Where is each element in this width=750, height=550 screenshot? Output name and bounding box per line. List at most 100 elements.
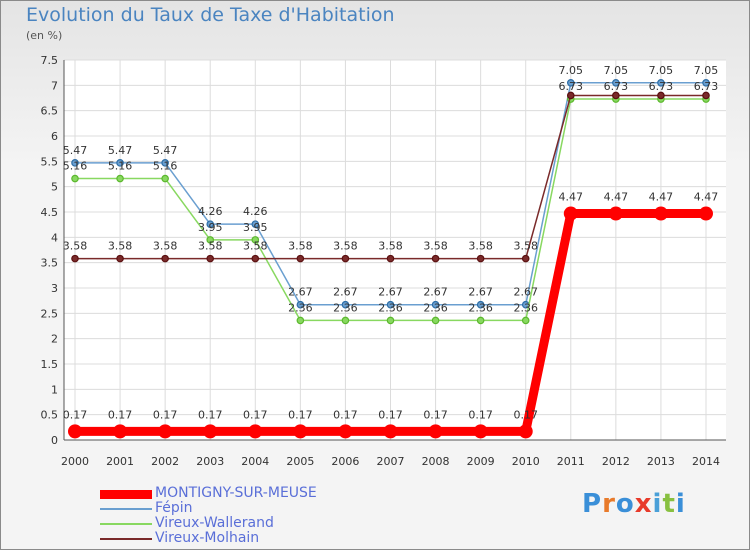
data-label: 3.58: [63, 240, 88, 253]
series-marker: [702, 79, 710, 87]
data-label: 2.36: [378, 301, 403, 314]
series-marker: [341, 254, 350, 263]
data-label: 4.47: [559, 191, 584, 204]
data-label: 0.17: [468, 408, 493, 421]
y-tick-label: 3: [51, 282, 58, 295]
series-marker: [161, 254, 169, 263]
series-marker: [566, 91, 575, 100]
data-label: 0.17: [63, 408, 88, 421]
y-tick-label: 2: [51, 333, 58, 346]
series-marker: [612, 79, 620, 87]
series-marker: [657, 91, 665, 100]
y-tick-label: 3.5: [41, 257, 59, 270]
x-tick-label: 2009: [467, 455, 495, 468]
data-label: 2.67: [513, 286, 538, 299]
data-label: 3.58: [108, 240, 133, 253]
x-tick-label: 2000: [61, 455, 89, 468]
data-label: 3.58: [288, 240, 313, 253]
data-label: 5.16: [108, 160, 133, 173]
data-label: 2.36: [423, 301, 448, 314]
data-label: 4.26: [198, 205, 223, 218]
x-tick-label: 2002: [151, 455, 179, 468]
data-label: 3.95: [243, 221, 268, 234]
data-label: 5.47: [108, 144, 133, 157]
logo-letter: r: [602, 489, 616, 519]
data-label: 0.17: [198, 408, 223, 421]
data-label: 5.47: [153, 144, 178, 157]
series-marker: [702, 91, 710, 100]
series-marker: [473, 424, 488, 439]
legend-swatch: [100, 508, 152, 510]
legend-swatch: [100, 490, 152, 499]
data-label: 3.58: [423, 240, 448, 253]
legend-swatch: [100, 523, 152, 525]
logo-letter: o: [615, 489, 635, 519]
series-marker: [251, 236, 260, 244]
series-marker: [203, 424, 218, 439]
data-label: 2.67: [468, 286, 493, 299]
data-label: 6.73: [559, 80, 584, 93]
data-label: 3.58: [333, 240, 358, 253]
data-label: 3.58: [378, 240, 403, 253]
x-tick-label: 2005: [286, 455, 314, 468]
x-tick-label: 2012: [602, 455, 630, 468]
series-marker: [338, 424, 353, 439]
x-tick-label: 2014: [692, 455, 720, 468]
series-marker: [158, 424, 173, 439]
x-tick-label: 2013: [647, 455, 675, 468]
series-marker: [521, 254, 530, 263]
data-label: 4.47: [649, 191, 674, 204]
legend-label: Fépin: [155, 500, 193, 516]
y-tick-label: 4.5: [41, 206, 59, 219]
logo-letter: P: [582, 489, 603, 519]
x-tick-label: 2001: [106, 455, 134, 468]
series-marker: [116, 254, 124, 263]
data-label: 0.17: [108, 408, 133, 421]
series-marker: [657, 79, 665, 87]
series-marker: [521, 316, 530, 325]
chart-title: Evolution du Taux de Taxe d'Habitation: [26, 4, 395, 26]
data-label: 3.58: [468, 240, 493, 253]
data-label: 2.36: [513, 301, 538, 314]
series-marker: [431, 316, 440, 325]
y-tick-label: 6: [51, 130, 58, 143]
y-tick-label: 5.5: [41, 155, 59, 168]
y-tick-label: 6.5: [41, 105, 59, 118]
logo-letter: x: [634, 489, 653, 519]
y-tick-label: 5: [51, 181, 58, 194]
series-marker: [68, 424, 82, 439]
series-marker: [431, 254, 440, 263]
series-marker: [341, 300, 350, 309]
y-tick-label: 7.5: [41, 54, 59, 67]
series-marker: [476, 254, 485, 263]
series-marker: [248, 424, 263, 439]
series-marker: [608, 206, 623, 221]
series-marker: [116, 174, 124, 183]
legend-label: MONTIGNY-SUR-MEUSE: [155, 485, 317, 501]
series-marker: [206, 220, 215, 228]
data-label: 6.73: [694, 80, 719, 93]
series-marker: [296, 300, 305, 309]
x-tick-label: 2008: [422, 455, 450, 468]
series-marker: [341, 316, 350, 325]
data-label: 7.05: [559, 64, 584, 77]
series-marker: [566, 79, 575, 87]
data-label: 4.47: [604, 191, 629, 204]
series-marker: [428, 424, 443, 439]
series-marker: [386, 316, 395, 325]
y-tick-label: 1: [51, 383, 58, 396]
series-marker: [71, 254, 79, 263]
x-tick-label: 2003: [196, 455, 224, 468]
data-label: 0.17: [288, 408, 313, 421]
series-marker: [518, 424, 533, 439]
series-marker: [296, 316, 305, 325]
logo-letter: t: [662, 489, 676, 519]
data-label: 0.17: [153, 408, 178, 421]
data-label: 0.17: [333, 408, 358, 421]
data-label: 6.73: [649, 80, 674, 93]
y-tick-label: 7: [51, 79, 58, 92]
x-tick-label: 2004: [241, 455, 269, 468]
x-tick-label: 2010: [512, 455, 540, 468]
data-label: 0.17: [243, 408, 268, 421]
y-tick-label: 4: [51, 231, 58, 244]
